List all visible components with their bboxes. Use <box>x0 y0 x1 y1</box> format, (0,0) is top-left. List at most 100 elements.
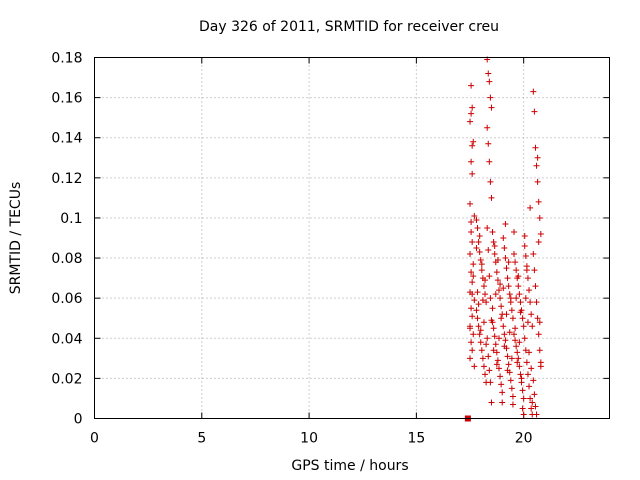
y-tick-label: 0.12 <box>51 171 82 187</box>
data-point <box>509 401 516 408</box>
data-point <box>478 267 485 274</box>
data-point <box>520 395 527 402</box>
data-point <box>504 275 511 282</box>
data-point <box>467 118 474 125</box>
data-markers <box>464 56 544 422</box>
data-point <box>519 315 526 322</box>
data-point <box>526 287 533 294</box>
data-point <box>477 327 484 334</box>
data-point <box>471 212 478 219</box>
data-point <box>480 283 487 290</box>
data-point <box>483 299 490 306</box>
data-point <box>473 245 480 252</box>
data-point <box>469 347 476 354</box>
data-point <box>505 361 512 368</box>
data-point <box>536 347 543 354</box>
y-tick-label: 0.16 <box>51 91 82 107</box>
data-point <box>469 170 476 177</box>
data-point <box>475 239 482 246</box>
data-point <box>508 307 515 314</box>
data-point <box>520 411 527 418</box>
data-point <box>533 162 540 169</box>
data-point <box>492 291 499 298</box>
data-point <box>492 341 499 348</box>
data-point <box>468 158 475 165</box>
data-point <box>470 138 477 145</box>
data-point <box>498 381 505 388</box>
data-point <box>511 331 518 338</box>
data-point <box>532 144 539 151</box>
data-point <box>527 204 534 211</box>
data-point <box>503 311 510 318</box>
data-point <box>536 319 543 326</box>
data-point <box>507 377 514 384</box>
data-point <box>490 239 497 246</box>
data-point <box>534 154 541 161</box>
data-point <box>469 279 476 286</box>
data-point <box>476 249 483 256</box>
data-point <box>529 323 536 330</box>
data-point <box>468 339 475 346</box>
y-tick-label: 0.02 <box>51 371 82 387</box>
data-point <box>474 289 481 296</box>
data-point <box>530 251 537 258</box>
data-point <box>475 323 482 330</box>
data-point <box>483 341 490 348</box>
data-point <box>494 357 501 364</box>
data-point <box>532 283 539 290</box>
data-point <box>513 295 520 302</box>
data-point <box>500 323 507 330</box>
y-tick-label: 0 <box>74 412 83 428</box>
data-point <box>467 200 474 207</box>
y-tick-label: 0.06 <box>51 291 82 307</box>
x-tick-label: 10 <box>300 431 318 447</box>
data-point <box>514 359 521 366</box>
data-point <box>506 329 513 336</box>
data-point <box>502 337 509 344</box>
data-point <box>484 224 491 231</box>
data-point <box>477 339 484 346</box>
data-point <box>488 104 495 111</box>
data-point <box>487 178 494 185</box>
data-point <box>504 353 511 360</box>
data-point <box>519 387 526 394</box>
data-point <box>488 194 495 201</box>
data-point <box>480 363 487 370</box>
data-point <box>527 395 534 402</box>
data-point <box>537 359 544 366</box>
y-tick-label: 0.18 <box>51 51 82 67</box>
data-point <box>469 291 476 298</box>
data-point <box>476 232 483 239</box>
data-point <box>522 295 529 302</box>
data-point <box>479 297 486 304</box>
data-point <box>516 339 523 346</box>
data-point <box>508 385 515 392</box>
data-point <box>524 275 531 282</box>
data-point <box>475 301 482 308</box>
data-point <box>495 287 502 294</box>
data-point <box>491 333 498 340</box>
data-point <box>497 373 504 380</box>
data-point <box>477 257 484 264</box>
data-point <box>497 281 504 288</box>
data-point <box>501 245 508 252</box>
data-point <box>520 323 527 330</box>
data-point <box>494 277 501 284</box>
data-point <box>501 331 508 338</box>
data-point <box>493 349 500 356</box>
data-point <box>523 267 530 274</box>
x-axis-title: GPS time / hours <box>291 458 408 474</box>
grid <box>94 57 610 419</box>
data-point <box>537 230 544 237</box>
data-point <box>534 178 541 185</box>
data-point <box>487 94 494 101</box>
data-point <box>489 319 496 326</box>
data-point <box>518 375 525 382</box>
data-point <box>485 140 492 147</box>
data-point <box>503 265 510 272</box>
data-point <box>491 243 498 250</box>
data-point <box>515 273 522 280</box>
data-point <box>536 214 543 221</box>
y-tick-label: 0.1 <box>60 211 82 227</box>
data-point <box>524 371 531 378</box>
